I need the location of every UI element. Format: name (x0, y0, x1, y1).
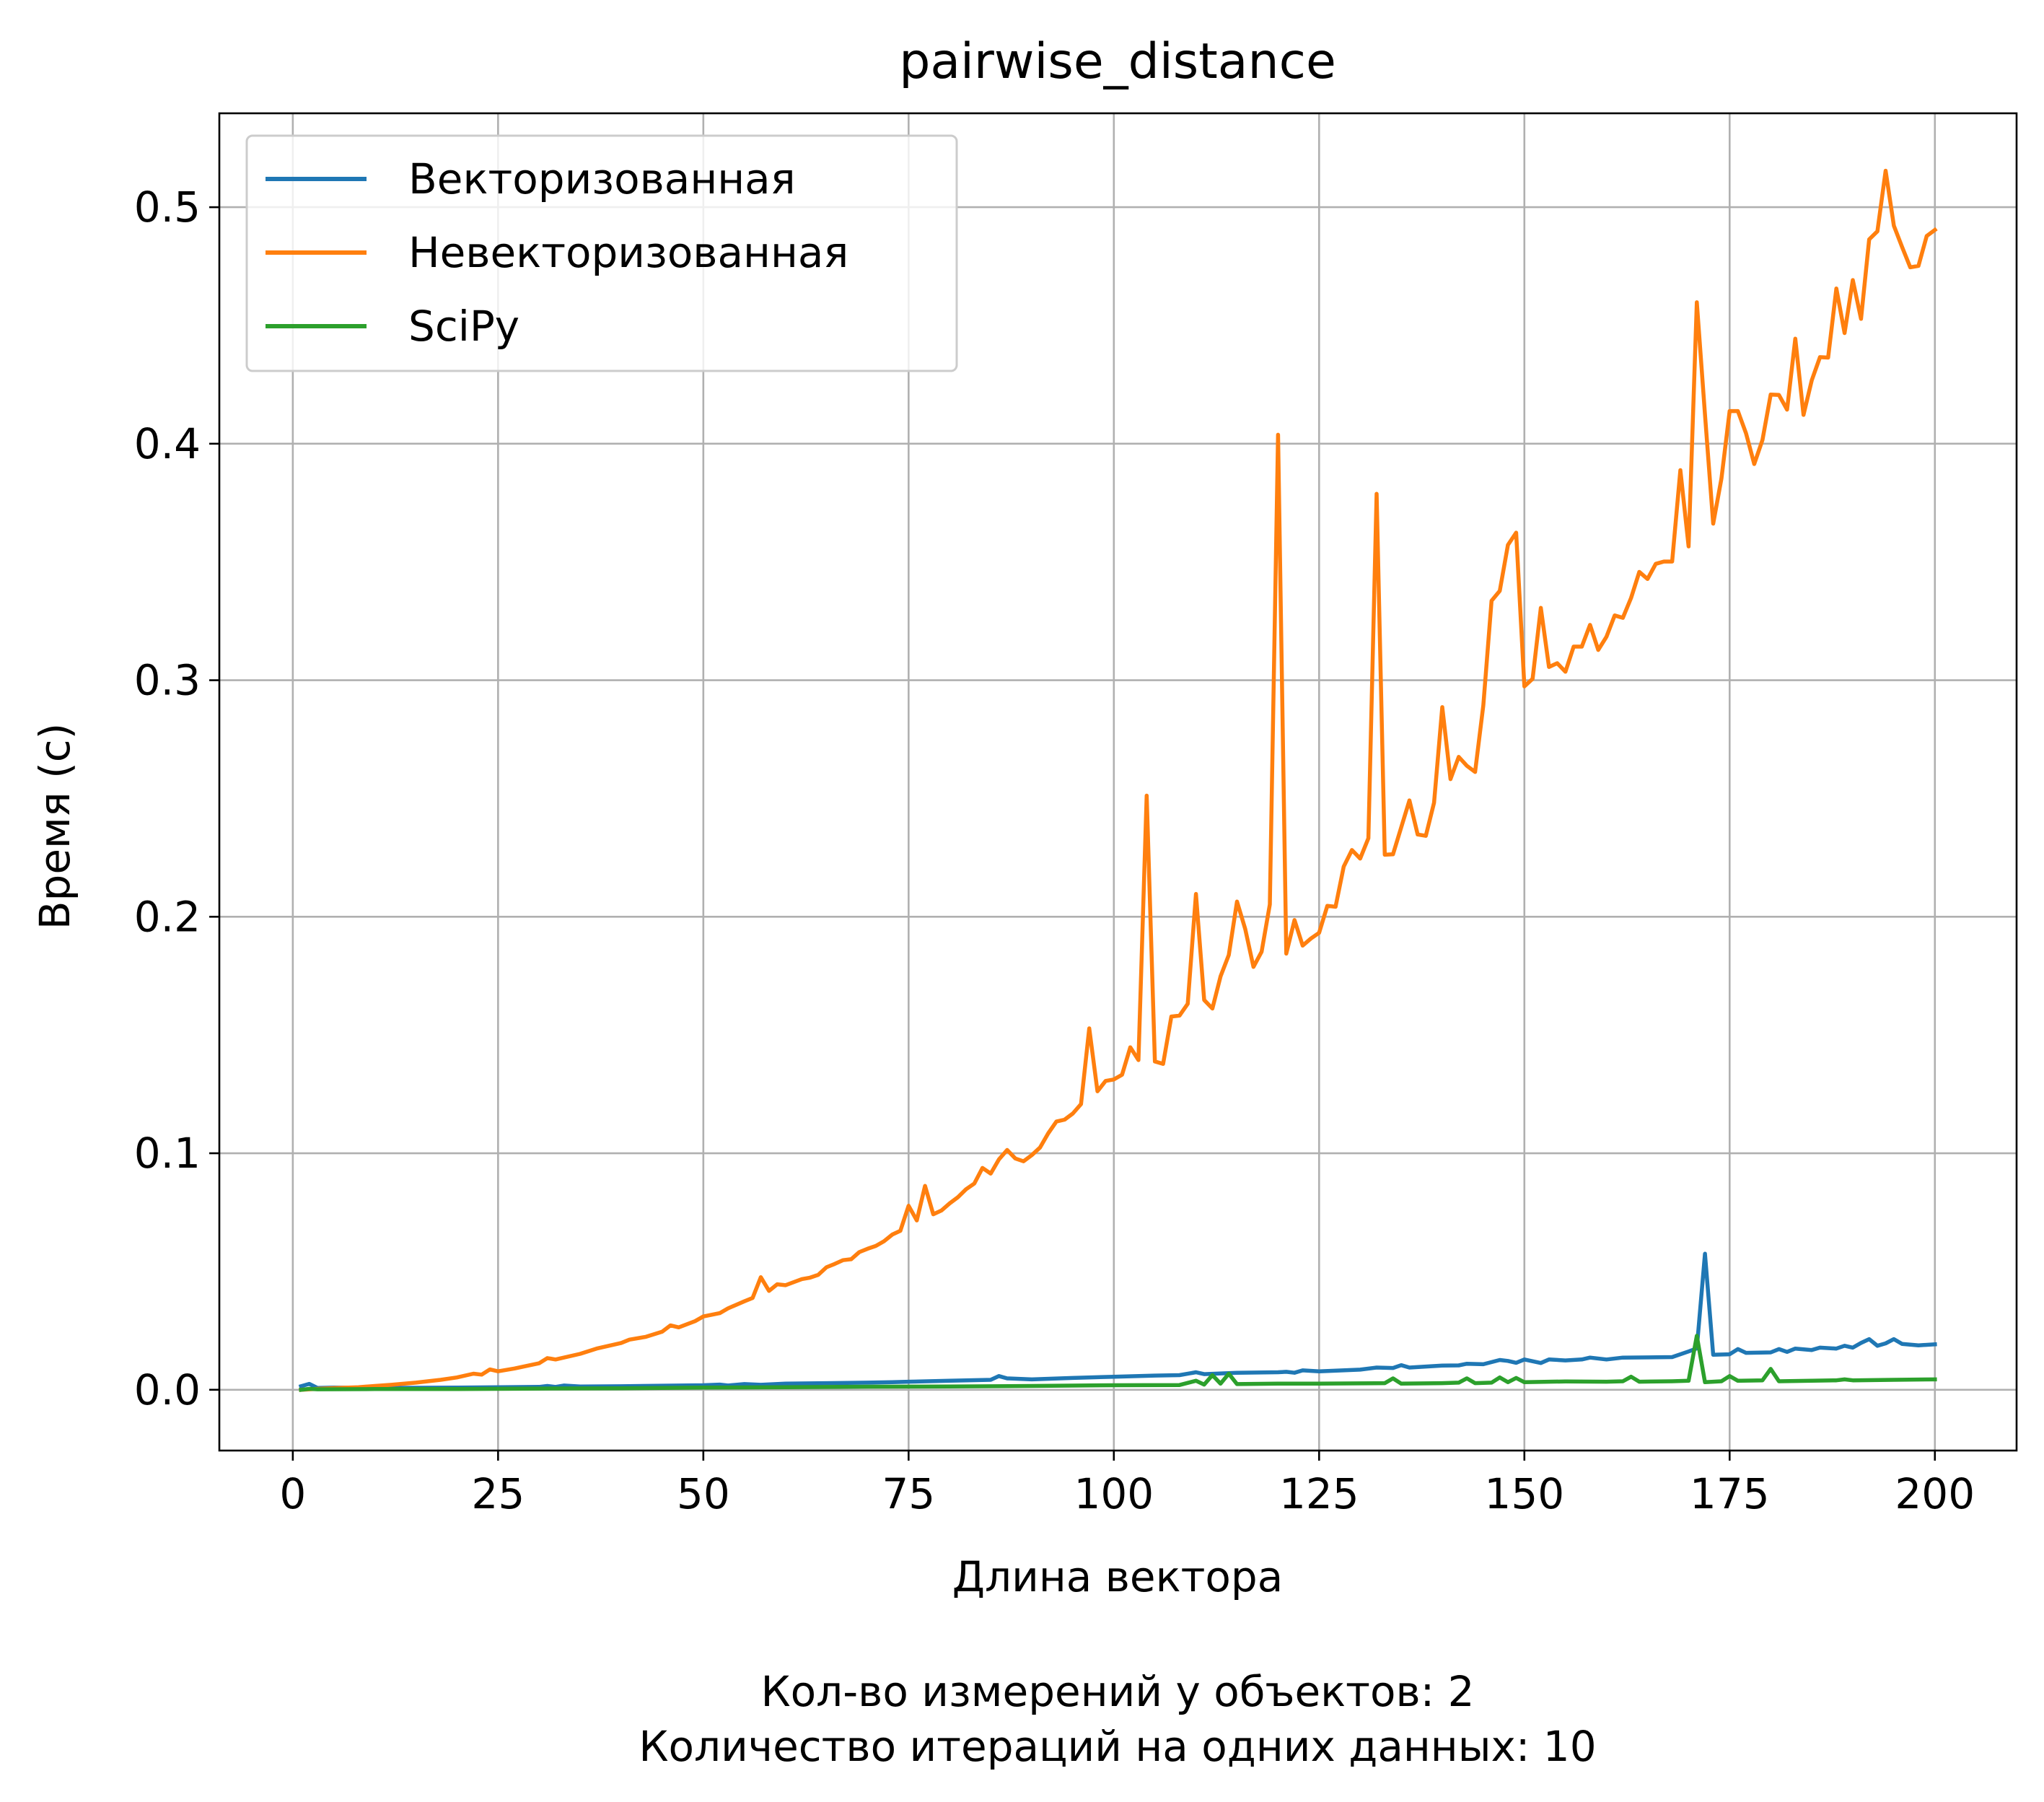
y-tick-label: 0.4 (134, 419, 201, 468)
chart-title: pairwise_distance (899, 33, 1336, 90)
y-tick-label: 0.1 (134, 1129, 201, 1178)
series-line-scipy (299, 1334, 1937, 1392)
y-axis-ticks: 0.0 0.1 0.2 0.3 0.4 0.5 (134, 183, 219, 1414)
legend-box (245, 134, 958, 372)
y-tick-label: 0.0 (134, 1365, 201, 1414)
plot-frame (218, 112, 2018, 1452)
legend-label-nonvectorized: Невекторизованная (408, 228, 848, 277)
legend-label-vectorized: Векторизованная (408, 154, 796, 204)
x-tick-label: 175 (1690, 1469, 1770, 1518)
y-tick-label: 0.2 (134, 892, 201, 941)
series-line-vectorized (298, 1251, 1937, 1390)
x-tick-label: 0 (279, 1469, 306, 1518)
x-tick-label: 75 (882, 1469, 935, 1518)
caption-line-2: Количество итераций на одних данных: 10 (639, 1722, 1596, 1771)
x-tick-label: 150 (1484, 1469, 1564, 1518)
legend-label-scipy: SciPy (408, 302, 519, 351)
y-axis-label: Время (с) (30, 723, 79, 930)
x-tick-label: 125 (1279, 1469, 1359, 1518)
x-tick-label: 100 (1074, 1469, 1154, 1518)
legend: Векторизованная Невекторизованная SciPy (245, 134, 958, 372)
caption-line-1: Кол-во измерений у объектов: 2 (760, 1667, 1474, 1716)
x-axis-ticks: 0 25 50 75 100 125 150 175 200 (279, 1451, 1975, 1518)
x-tick-label: 200 (1895, 1469, 1975, 1518)
x-tick-label: 25 (471, 1469, 525, 1518)
series-lines (298, 168, 1938, 1392)
x-tick-label: 50 (677, 1469, 730, 1518)
x-axis-label: Длина вектора (952, 1552, 1284, 1601)
y-tick-label: 0.3 (134, 656, 201, 705)
series-line-nonvectorized (299, 168, 1938, 1392)
y-tick-label: 0.5 (134, 183, 201, 232)
